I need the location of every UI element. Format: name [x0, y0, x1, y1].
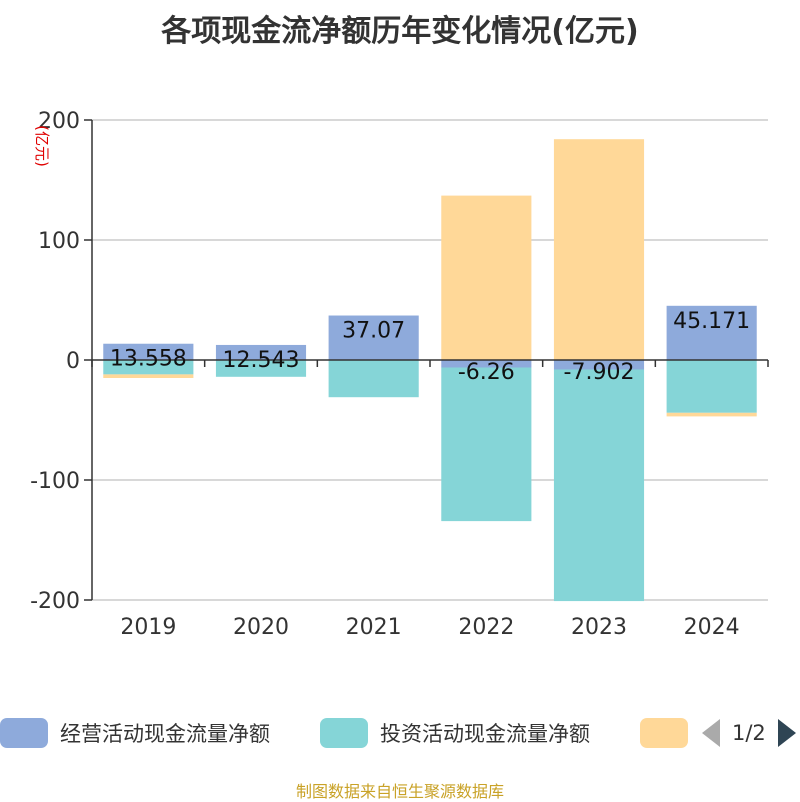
x-tick-label-2023: 2023 [571, 615, 627, 640]
bar-series-0-2024[interactable] [666, 305, 757, 360]
bar-series-0-2022[interactable] [441, 360, 532, 368]
bar-series-1-2021[interactable] [328, 360, 419, 398]
chart-title: 各项现金流净额历年变化情况(亿元) [161, 14, 639, 49]
chart-plot: 200 100 0 -100 -200 (亿元) 2019 2020 2021 2022 2023 2… [30, 109, 769, 640]
x-tick-label-2021: 2021 [346, 615, 402, 640]
bar-series-0-2021[interactable] [328, 315, 419, 360]
bar-series-1-2022[interactable] [441, 367, 532, 522]
data-label-2021: 37.07 [342, 319, 405, 344]
legend: 经营活动现金流量净额 投资活动现金流量净额 [0, 716, 800, 750]
x-tick-label-2020: 2020 [233, 615, 289, 640]
legend-item-operating[interactable]: 经营活动现金流量净额 [0, 716, 270, 750]
x-tick-label-2019: 2019 [120, 615, 176, 640]
y-tick-label: -200 [30, 589, 80, 614]
bar-series-2-2022[interactable] [441, 195, 532, 360]
bar-series-2-2019[interactable] [103, 374, 194, 378]
data-label-2023: -7.902 [564, 360, 635, 385]
legend-swatch-operating [0, 718, 48, 748]
bar-series-1-2023[interactable] [553, 369, 645, 602]
y-tick-label: -100 [30, 469, 80, 494]
legend-page-indicator: 1/2 [732, 721, 766, 745]
bar-series-0-2019[interactable] [103, 343, 194, 360]
bar-series-1-2019[interactable] [103, 360, 194, 375]
legend-prev-icon[interactable] [702, 719, 720, 747]
data-label-2024: 45.171 [673, 309, 750, 334]
bar-series-1-2020[interactable] [215, 360, 307, 377]
x-tick-label-2022: 2022 [458, 615, 514, 640]
bar-series-0-2020[interactable] [215, 344, 307, 360]
legend-label-investing: 投资活动现金流量净额 [380, 722, 590, 746]
legend-pager: 1/2 [702, 716, 796, 750]
x-tick-label-2024: 2024 [684, 615, 740, 640]
bar-series-0-2023[interactable] [553, 360, 645, 370]
data-label-2020: 12.543 [223, 348, 300, 373]
y-tick-label: 100 [38, 229, 80, 254]
y-tick-label: 200 [38, 109, 80, 134]
y-tick-label: 0 [66, 349, 80, 374]
legend-item-investing[interactable]: 投资活动现金流量净额 [320, 716, 590, 750]
bar-series-2-2024[interactable] [666, 412, 757, 417]
data-label-2019: 13.558 [110, 347, 187, 372]
legend-label-operating: 经营活动现金流量净额 [60, 722, 270, 746]
bar-series-2-2023[interactable] [553, 139, 645, 360]
legend-swatch-investing [320, 718, 368, 748]
legend-swatch-third [640, 718, 688, 748]
data-label-2022: -6.26 [458, 360, 515, 385]
bar-series-1-2024[interactable] [666, 360, 757, 413]
legend-next-icon[interactable] [777, 719, 796, 747]
source-note: 制图数据来自恒生聚源数据库 [295, 782, 504, 801]
legend-item-third[interactable] [640, 716, 700, 750]
y-axis-label: (亿元) [33, 125, 51, 167]
